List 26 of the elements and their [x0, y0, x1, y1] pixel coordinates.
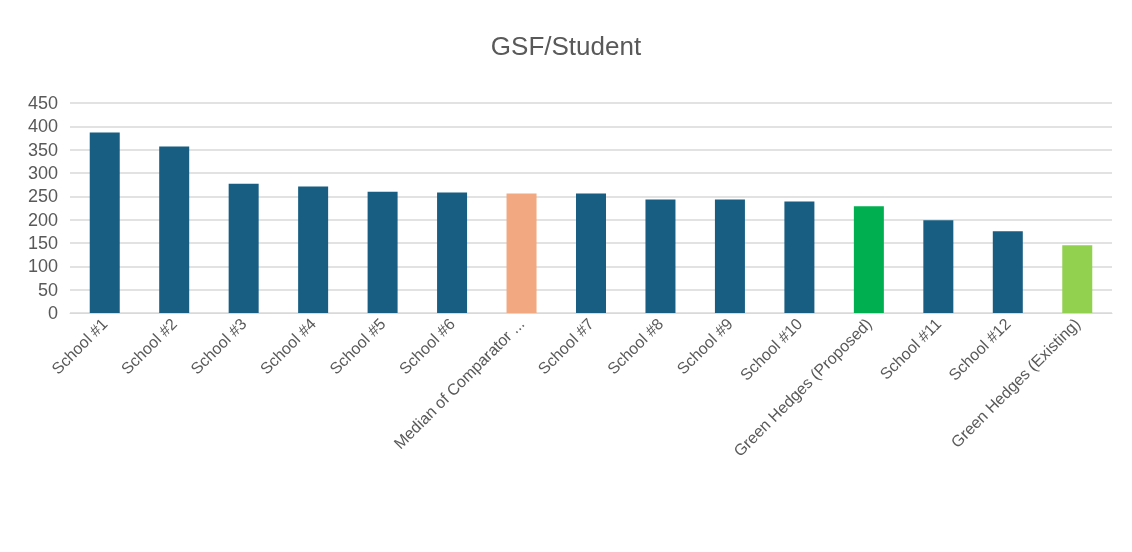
- bar: [714, 199, 745, 313]
- bar: [645, 199, 676, 313]
- y-tick-label: 200: [27, 209, 58, 230]
- bar: [159, 146, 190, 313]
- bar: [992, 231, 1023, 313]
- y-tick-label: 250: [27, 186, 58, 207]
- y-tick-label: 300: [27, 163, 58, 183]
- bar: [437, 192, 468, 313]
- y-tick-label: 450: [27, 93, 58, 113]
- bar: [228, 183, 259, 313]
- bar: [367, 191, 398, 313]
- y-tick-label: 50: [37, 279, 58, 300]
- chart-title: GSF/Student: [490, 31, 642, 61]
- bar: [298, 186, 329, 313]
- bar: [1062, 245, 1093, 313]
- y-tick-label: 0: [47, 303, 58, 323]
- bar: [853, 206, 884, 313]
- y-tick-label: 350: [27, 139, 58, 160]
- bar: [506, 193, 537, 313]
- bar: [576, 193, 606, 313]
- y-tick-label: 100: [27, 256, 58, 277]
- bar: [89, 132, 120, 313]
- y-tick-label: 150: [27, 233, 58, 253]
- bar: [923, 220, 954, 313]
- bar: [784, 201, 815, 313]
- y-tick-label: 400: [27, 116, 58, 137]
